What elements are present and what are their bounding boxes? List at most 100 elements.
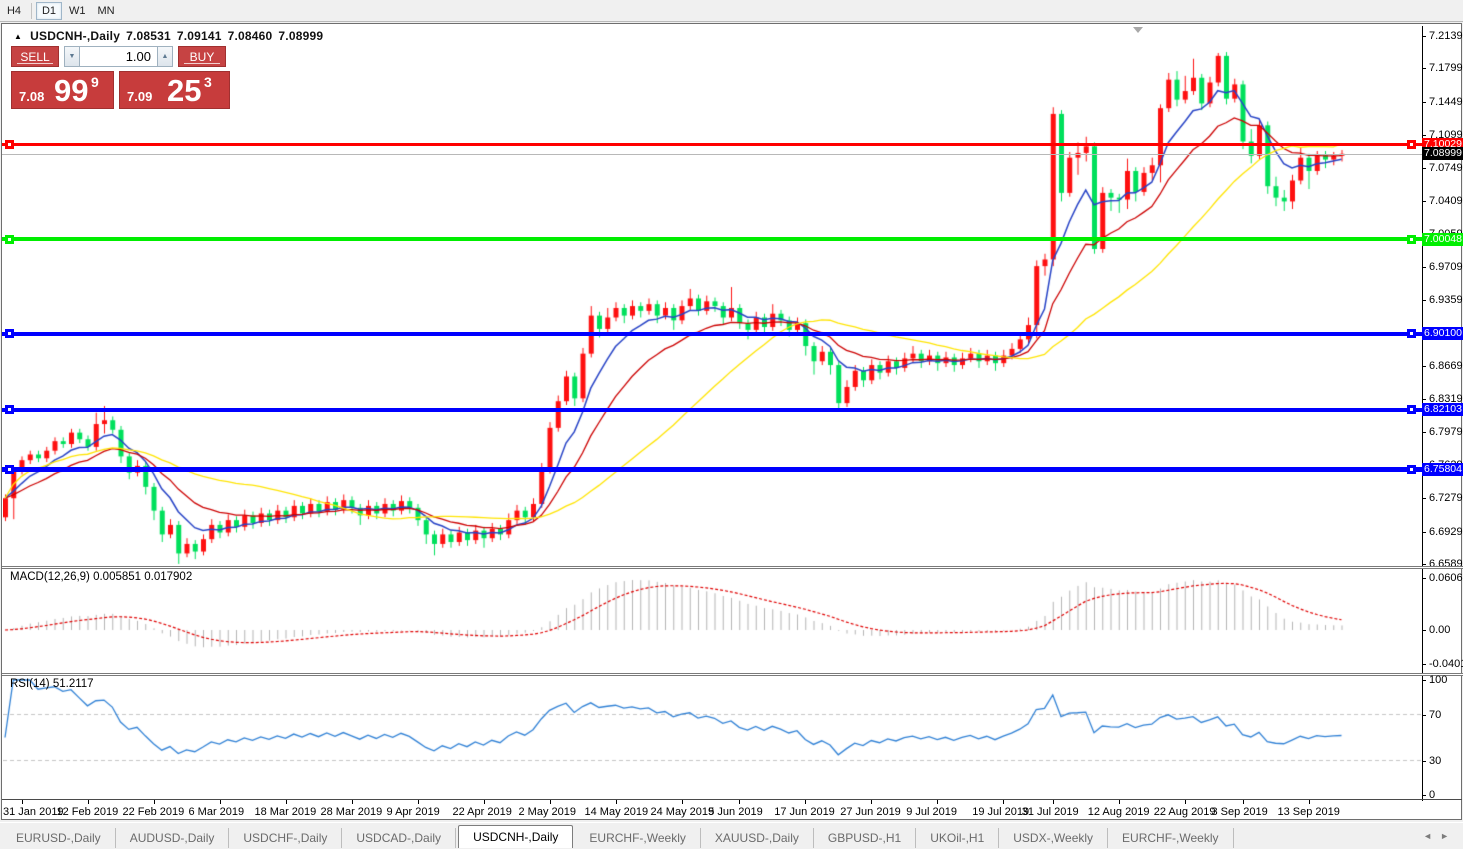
chart-shift-marker-icon[interactable] xyxy=(1133,27,1143,33)
chart-tab-audusd-daily[interactable]: AUDUSD-,Daily xyxy=(116,828,230,848)
support-line-6.75[interactable] xyxy=(2,467,1422,473)
chart-tab-eurchf-weekly[interactable]: EURCHF-,Weekly xyxy=(575,828,701,848)
resistance-line-price-badge: 7.10029 xyxy=(1422,137,1463,151)
date-tick xyxy=(417,800,419,804)
price-tick-label: 6.97090 xyxy=(1429,261,1463,274)
chart-tab-xauusd-daily[interactable]: XAUUSD-,Daily xyxy=(701,828,814,848)
chart-tab-usdcnh-daily[interactable]: USDCNH-,Daily xyxy=(458,825,574,848)
ohlc-high: 7.09141 xyxy=(176,29,222,43)
buy-price-pipette: 3 xyxy=(204,74,212,90)
buy-price-pips: 25 xyxy=(167,73,202,108)
rsi-canvas[interactable] xyxy=(3,676,1423,799)
date-label: 27 Jun 2019 xyxy=(840,806,901,818)
volume-input[interactable]: 1.00 xyxy=(80,46,157,67)
date-label: 3 Sep 2019 xyxy=(1211,806,1268,818)
date-tick xyxy=(87,800,89,804)
sell-price-pipette: 9 xyxy=(91,74,99,90)
date-tick xyxy=(219,800,221,804)
timeframe-button-mn[interactable]: MN xyxy=(97,4,115,17)
date-label: 14 May 2019 xyxy=(584,806,649,818)
date-tick xyxy=(21,800,23,804)
price-tick-label: 6.72790 xyxy=(1429,492,1463,505)
price-tick-label: 6.83190 xyxy=(1429,393,1463,406)
collapse-icon[interactable]: ▲ xyxy=(14,32,23,41)
rsi-label: RSI(14) 51.2117 xyxy=(10,678,94,690)
price-chart-canvas[interactable] xyxy=(3,26,1423,566)
sell-price-pips: 99 xyxy=(54,73,89,108)
support-line-7.00[interactable] xyxy=(2,237,1422,242)
price-tick-label: 7.04090 xyxy=(1429,194,1463,207)
chart-tab-usdx-weekly[interactable]: USDX-,Weekly xyxy=(999,828,1109,848)
toolbar-separator xyxy=(31,2,32,19)
date-axis-border xyxy=(2,799,1462,800)
date-label: 2 May 2019 xyxy=(518,806,576,818)
price-tick-label: 7.10990 xyxy=(1429,128,1463,141)
macd-tick-label: 0.00 xyxy=(1429,623,1451,636)
macd-canvas[interactable] xyxy=(3,569,1423,673)
chart-tab-ukoil-h1[interactable]: UKOil-,H1 xyxy=(916,828,1000,848)
sell-price-base: 7.08 xyxy=(19,89,45,104)
tab-scroll-arrows[interactable]: ◄► xyxy=(1423,831,1457,841)
price-tick-label: 6.65890 xyxy=(1429,558,1463,570)
price-tick-label: 7.00590 xyxy=(1429,227,1463,240)
support-line-6.82[interactable] xyxy=(2,407,1422,412)
chart-tab-gbpusd-h1[interactable]: GBPUSD-,H1 xyxy=(814,828,917,848)
date-tick xyxy=(153,800,155,804)
support-line-6.82-price-badge: 6.82103 xyxy=(1422,403,1463,417)
price-tick-label: 7.07490 xyxy=(1429,162,1463,175)
timeframe-button-d1[interactable]: D1 xyxy=(36,1,62,20)
date-tick xyxy=(1184,800,1186,804)
symbol-period-label: USDCNH-,Daily xyxy=(30,29,121,43)
date-tick xyxy=(937,800,939,804)
macd-label: MACD(12,26,9) 0.005851 0.017902 xyxy=(10,571,193,583)
date-label: 31 Jan 2019 xyxy=(3,806,64,818)
volume-increase-button[interactable]: ▲ xyxy=(157,46,173,67)
date-label: 19 Jul 2019 xyxy=(972,806,1030,818)
price-tick-label: 6.86690 xyxy=(1429,360,1463,373)
support-line-7.00-price-badge: 7.00048 xyxy=(1422,232,1463,246)
ohlc-close: 7.08999 xyxy=(278,29,324,43)
support-line-6.90[interactable] xyxy=(2,331,1422,336)
ohlc-low: 7.08460 xyxy=(227,29,273,43)
date-tick xyxy=(351,800,353,804)
chart-tab-eurchf-weekly[interactable]: EURCHF-,Weekly xyxy=(1108,828,1234,848)
date-tick xyxy=(1118,800,1120,804)
date-tick xyxy=(483,800,485,804)
date-label: 13 Sep 2019 xyxy=(1277,806,1340,818)
tab-scroll-right-icon: ► xyxy=(1440,831,1457,841)
buy-button[interactable]: BUY xyxy=(178,46,226,67)
volume-decrease-button[interactable]: ▼ xyxy=(64,46,80,67)
date-label: 12 Aug 2019 xyxy=(1087,806,1150,818)
date-label: 28 Mar 2019 xyxy=(320,806,383,818)
chart-window: 7.21390 7.17990 7.14490 7.10990 7.07490 7.040… xyxy=(1,23,1463,820)
resistance-line[interactable] xyxy=(2,142,1422,146)
price-tick-label: 6.69290 xyxy=(1429,525,1463,538)
chart-tab-bar: EURUSD-,Daily AUDUSD-,Daily USDCHF-,Daily U… xyxy=(0,822,1463,848)
sell-button[interactable]: SELL xyxy=(11,46,59,67)
price-tick-label: 6.76290 xyxy=(1429,459,1463,472)
tab-scroll-left-icon: ◄ xyxy=(1423,831,1441,841)
price-tick-label: 6.93590 xyxy=(1429,294,1463,307)
date-tick xyxy=(1308,800,1310,804)
chart-tab-eurusd-daily[interactable]: EURUSD-,Daily xyxy=(2,828,116,848)
sell-price-tile[interactable]: 7.08 99 9 xyxy=(11,71,114,109)
date-label: 17 Jun 2019 xyxy=(774,806,835,818)
timeframe-button-h4[interactable]: H4 xyxy=(6,4,22,17)
one-click-trade-panel: SELL ▼ 1.00 ▲ BUY 7.08 99 9 7.09 25 3 xyxy=(11,46,230,109)
chart-tab-usdchf-daily[interactable]: USDCHF-,Daily xyxy=(229,828,343,848)
date-label: 18 Mar 2019 xyxy=(254,806,317,818)
rsi-tick-label: 0 xyxy=(1429,789,1436,801)
timeframe-button-w1[interactable]: W1 xyxy=(69,4,86,17)
date-tick xyxy=(549,800,551,804)
support-line-6.90-price-badge: 6.90100 xyxy=(1422,327,1463,341)
date-tick xyxy=(285,800,287,804)
buy-price-base: 7.09 xyxy=(127,89,153,104)
current-price-badge: 7.08999 xyxy=(1422,147,1463,161)
buy-price-tile[interactable]: 7.09 25 3 xyxy=(119,71,230,109)
date-tick xyxy=(615,800,617,804)
date-tick xyxy=(1003,800,1005,804)
price-tick-label: 6.79790 xyxy=(1429,425,1463,438)
price-tick-label: 7.14490 xyxy=(1429,95,1463,108)
date-label: 9 Apr 2019 xyxy=(386,806,440,818)
chart-tab-usdcad-daily[interactable]: USDCAD-,Daily xyxy=(342,828,457,848)
